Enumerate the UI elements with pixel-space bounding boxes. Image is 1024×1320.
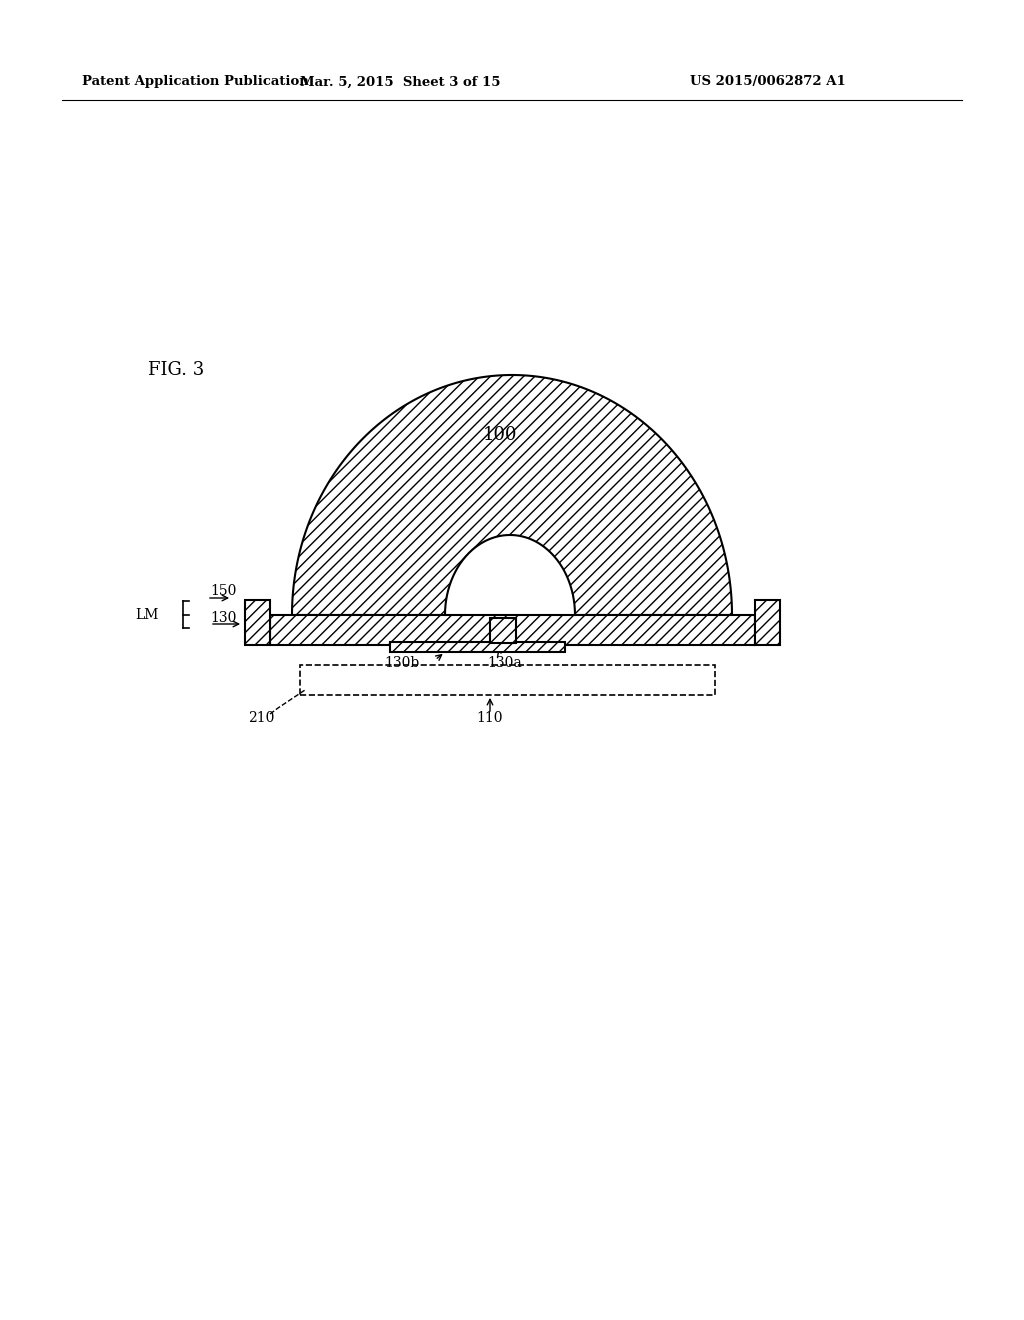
Text: US 2015/0062872 A1: US 2015/0062872 A1: [690, 75, 846, 88]
Text: Mar. 5, 2015  Sheet 3 of 15: Mar. 5, 2015 Sheet 3 of 15: [300, 75, 501, 88]
Text: 110: 110: [477, 711, 503, 725]
Text: LM: LM: [135, 609, 159, 622]
Bar: [490, 618, 516, 643]
Text: 100: 100: [482, 426, 517, 444]
Text: 130: 130: [210, 611, 237, 624]
Bar: [755, 601, 780, 645]
Bar: [390, 642, 565, 652]
Text: 130a: 130a: [487, 656, 522, 671]
Bar: [300, 665, 715, 696]
Bar: [755, 601, 780, 645]
Bar: [270, 615, 755, 645]
Text: 150: 150: [210, 583, 237, 598]
Bar: [390, 642, 565, 652]
Polygon shape: [292, 375, 732, 615]
Polygon shape: [445, 535, 575, 615]
Text: 130b: 130b: [385, 656, 420, 671]
Bar: [245, 601, 270, 645]
Bar: [490, 618, 516, 643]
Text: 210: 210: [248, 711, 274, 725]
Text: Patent Application Publication: Patent Application Publication: [82, 75, 309, 88]
Bar: [270, 615, 755, 645]
Text: FIG. 3: FIG. 3: [148, 360, 204, 379]
Bar: [245, 601, 270, 645]
